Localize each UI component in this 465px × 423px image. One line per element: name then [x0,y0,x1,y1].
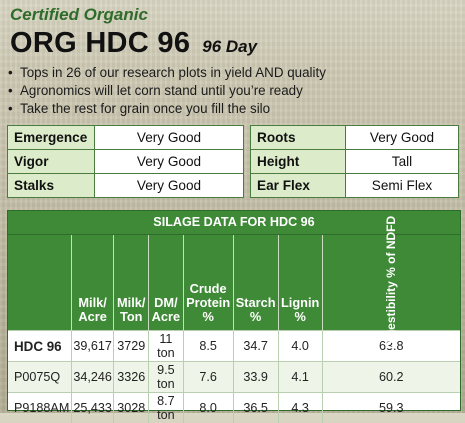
cell-milk-acre: 39,617 [71,331,114,362]
bullet-text: Agronomics will let corn stand until you… [20,82,303,100]
cell-milk-ton: 3326 [114,362,149,393]
rating-value: Very Good [95,174,244,198]
cell-lignin: 4.0 [278,331,322,362]
bullet-dot-icon: • [8,64,20,82]
bullet-text: Tops in 26 of our research plots in yiel… [20,64,326,82]
title-row: ORG HDC 96 96 Day [10,26,455,60]
bullet-dot-icon: • [8,82,20,100]
rating-row: Emergence Very Good [8,126,244,150]
silage-data-panel: SILAGE DATA FOR HDC 96 Milk/ Acre Milk/ … [7,210,461,411]
rating-row: Vigor Very Good [8,150,244,174]
cell-dm-acre: 9.5 ton [149,362,184,393]
rating-label: Height [251,150,346,174]
rating-label: Stalks [8,174,95,198]
certified-label: Certified Organic [10,4,455,26]
cell-lignin: 4.1 [278,362,322,393]
column-header-digestibility: Digestibility % of NDFD [322,235,460,331]
cell-digestibility: 59.3 [322,393,460,423]
ratings-table-left: Emergence Very Good Vigor Very Good Stal… [7,125,244,198]
ratings-table-right: Roots Very Good Height Tall Ear Flex Sem… [250,125,459,198]
column-header-starch: Starch % [233,235,278,331]
column-header-hybrid [8,235,71,331]
hybrid-name: HDC 96 [8,331,71,362]
cell-lignin: 4.3 [278,393,322,423]
cell-starch: 33.9 [233,362,278,393]
bullet-item: • Tops in 26 of our research plots in yi… [8,64,455,82]
rating-value: Very Good [95,126,244,150]
rating-row: Roots Very Good [251,126,459,150]
bullet-item: • Take the rest for grain once you fill … [8,100,455,118]
rating-value: Tall [346,150,459,174]
bullet-dot-icon: • [8,100,20,118]
digestibility-header-label: Digestibility % of NDFD [385,215,398,348]
rating-label: Emergence [8,126,95,150]
rating-row: Stalks Very Good [8,174,244,198]
bullet-item: • Agronomics will let corn stand until y… [8,82,455,100]
rating-row: Ear Flex Semi Flex [251,174,459,198]
bullet-text: Take the rest for grain once you fill th… [20,100,270,118]
column-header-crude-protein: Crude Protein % [183,235,233,331]
column-header-milk-ton: Milk/ Ton [114,235,149,331]
product-title: ORG HDC 96 [10,26,190,60]
rating-label: Vigor [8,150,95,174]
rating-label: Ear Flex [251,174,346,198]
rating-value: Semi Flex [346,174,459,198]
hybrid-name: P0075Q [8,362,71,393]
cell-starch: 34.7 [233,331,278,362]
cell-crude-protein: 8.5 [183,331,233,362]
cell-milk-ton: 3028 [114,393,149,423]
cell-milk-acre: 34,246 [71,362,114,393]
cell-milk-ton: 3729 [114,331,149,362]
rating-row: Height Tall [251,150,459,174]
hybrid-name: P9188AM [8,393,71,423]
cell-milk-acre: 25,433 [71,393,114,423]
cell-crude-protein: 8.0 [183,393,233,423]
table-row: P9188AM 25,433 3028 8.7 ton 8.0 36.5 4.3… [8,393,460,423]
digestibility-header-wrap: Digestibility % of NDFD [325,240,458,324]
column-header-dm-acre: DM/ Acre [149,235,184,331]
feature-bullets: • Tops in 26 of our research plots in yi… [8,64,455,118]
cell-dm-acre: 11 ton [149,331,184,362]
header: Certified Organic ORG HDC 96 96 Day [10,4,455,60]
rating-value: Very Good [95,150,244,174]
cell-crude-protein: 7.6 [183,362,233,393]
silage-table: Milk/ Acre Milk/ Ton DM/ Acre Crude Prot… [8,235,460,423]
cell-digestibility: 60.2 [322,362,460,393]
rating-label: Roots [251,126,346,150]
column-header-lignin: Lignin % [278,235,322,331]
cell-dm-acre: 8.7 ton [149,393,184,423]
maturity-days: 96 Day [202,37,257,57]
table-row: P0075Q 34,246 3326 9.5 ton 7.6 33.9 4.1 … [8,362,460,393]
rating-value: Very Good [346,126,459,150]
column-header-milk-acre: Milk/ Acre [71,235,114,331]
silage-header-row: Milk/ Acre Milk/ Ton DM/ Acre Crude Prot… [8,235,460,331]
cell-starch: 36.5 [233,393,278,423]
